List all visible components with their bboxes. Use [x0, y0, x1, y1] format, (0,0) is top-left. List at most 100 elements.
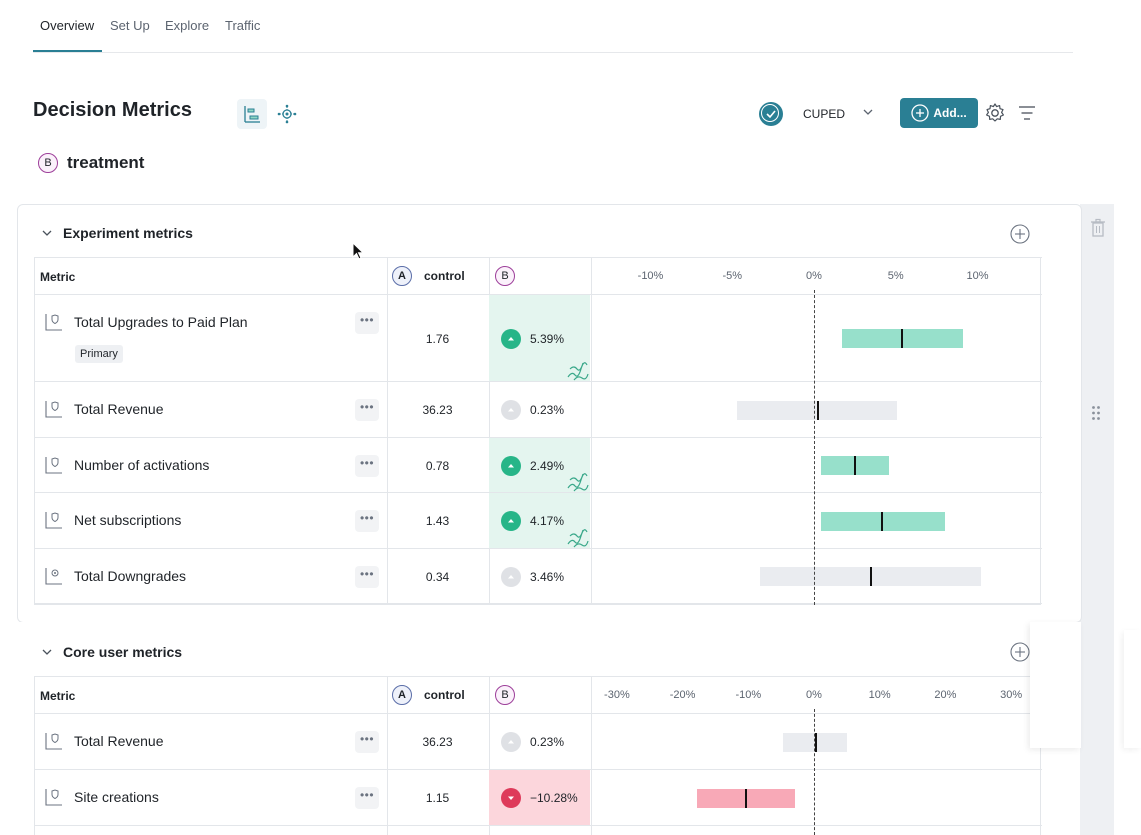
metric-name[interactable]: Total Downgrades — [74, 567, 187, 584]
tab-traffic[interactable]: Traffic — [225, 18, 261, 33]
zero-reference-line — [814, 290, 815, 605]
control-value: 1.76 — [425, 331, 450, 346]
metric-name[interactable]: Total Revenue — [74, 733, 164, 749]
point-estimate-marker — [745, 788, 748, 808]
drag-handle-icon[interactable] — [1091, 405, 1101, 421]
add-metric-button[interactable]: Add... — [900, 98, 978, 128]
significance-pattern-icon — [567, 529, 589, 548]
treatment-column-header: B — [495, 685, 515, 705]
axis-tick-label: 30% — [1000, 689, 1023, 701]
arrow-up-icon — [508, 519, 514, 523]
chevron-down-icon — [42, 230, 52, 236]
metric-name[interactable]: Total Upgrades to Paid Plan — [74, 314, 248, 330]
control-column-header: A control — [392, 266, 465, 286]
metric-shield-icon — [45, 512, 62, 529]
trash-icon[interactable] — [1089, 218, 1107, 238]
row-menu-button[interactable]: ••• — [355, 731, 379, 753]
check-icon — [766, 110, 776, 119]
control-value: 36.23 — [422, 735, 453, 749]
metric-shield-icon — [45, 401, 62, 418]
mouse-cursor-icon — [352, 242, 365, 260]
treatment-badge: B — [495, 266, 515, 286]
popover-fragment — [1030, 622, 1081, 748]
table-row[interactable]: Site creations ••• 1.15 −10.28% — [35, 770, 1042, 826]
arrow-up-icon — [508, 463, 514, 467]
axis-tick-label: -30% — [604, 689, 630, 701]
point-estimate-marker — [869, 567, 872, 586]
neutral-arrow-icon — [508, 408, 514, 412]
axis-tick-label: -5% — [722, 270, 743, 282]
control-label: control — [424, 269, 465, 283]
control-badge: A — [392, 685, 412, 705]
treatment-value: 5.39% — [530, 331, 565, 346]
axis-tick-label: 10% — [868, 689, 891, 701]
gear-icon[interactable] — [984, 102, 1006, 124]
point-estimate-marker — [814, 732, 817, 752]
add-button-label: Add... — [933, 106, 967, 120]
network-view-icon — [277, 104, 297, 124]
treatment-value: 0.23% — [530, 403, 565, 417]
chevron-down-icon[interactable] — [862, 106, 874, 118]
change-indicator — [501, 566, 521, 587]
treatment-cell: 4.17% — [489, 493, 590, 548]
axis-tick-label: -10% — [637, 270, 664, 282]
row-menu-button[interactable]: ••• — [355, 787, 379, 809]
table-row[interactable]: Total Downgrades ••• 0.34 3.46% — [35, 549, 1042, 604]
tab-explore[interactable]: Explore — [165, 18, 210, 33]
tab-setup[interactable]: Set Up — [110, 18, 150, 33]
treatment-cell: 2.49% — [489, 438, 590, 492]
cuped-toggle[interactable] — [759, 102, 783, 126]
top-tabs: Overview Set Up Explore Traffic — [33, 0, 1073, 53]
metric-column-header: Metric — [40, 689, 76, 703]
metric-name[interactable]: Number of activations — [74, 456, 210, 473]
significance-pattern-icon — [567, 473, 589, 492]
experiment-metrics-header[interactable]: Experiment metrics — [41, 225, 193, 241]
tab-overview[interactable]: Overview — [40, 18, 95, 33]
treatment-cell: 5.39% — [489, 295, 590, 381]
right-rail — [1080, 204, 1114, 835]
row-menu-button[interactable]: ••• — [355, 312, 379, 334]
popover-fragment — [1124, 630, 1141, 748]
active-tab-indicator — [33, 50, 102, 52]
core-user-metrics-header[interactable]: Core user metrics — [41, 644, 182, 660]
experiment-metrics-table: Metric A control B -10% -5% 0% 5% 10% Total … — [34, 257, 1042, 605]
column-divider — [387, 257, 388, 605]
variant-badge: B — [38, 153, 58, 173]
metric-name[interactable]: Total Revenue — [74, 401, 164, 417]
table-row[interactable]: Total Revenue ••• 36.23 0.23% — [35, 714, 1042, 770]
table-header: Metric A control B -30% -20% -10% 0% 10% 20% 3… — [35, 676, 1042, 714]
table-row[interactable]: Total Upgrades to Paid Plan Primary ••• 1.7… — [35, 295, 1042, 382]
filter-lines-icon[interactable] — [1018, 104, 1036, 122]
row-menu-button[interactable]: ••• — [355, 510, 379, 532]
page-title: Decision Metrics — [33, 99, 192, 121]
chevron-down-icon — [42, 649, 52, 655]
treatment-cell: 3.46% — [489, 549, 590, 603]
table-row[interactable]: Number of activations ••• 0.78 2.49% — [35, 438, 1042, 493]
axis-tick-label: 10% — [966, 270, 989, 282]
variant-header: B treatment — [38, 153, 144, 173]
treatment-value: 2.49% — [530, 458, 565, 473]
treatment-value: 3.46% — [530, 569, 565, 584]
experiment-metrics-card — [17, 204, 1082, 623]
row-menu-button[interactable]: ••• — [355, 399, 379, 421]
row-menu-button[interactable]: ••• — [355, 565, 379, 588]
metric-shield-icon — [45, 733, 62, 750]
cuped-label[interactable]: CUPED — [803, 107, 846, 121]
metric-column-header: Metric — [40, 270, 76, 284]
table-row[interactable]: Total Revenue ••• 36.23 0.23% — [35, 382, 1042, 438]
metric-name[interactable]: Net subscriptions — [74, 512, 182, 528]
add-circle-icon[interactable] — [1010, 642, 1030, 662]
metric-name[interactable]: Site creations — [74, 789, 159, 805]
table-view-icon — [244, 106, 260, 123]
section-title: Core user metrics — [63, 644, 183, 660]
column-divider — [489, 257, 490, 605]
control-value: 1.15 — [425, 791, 450, 805]
row-menu-button[interactable]: ••• — [355, 454, 379, 477]
table-row[interactable]: Net subscriptions ••• 1.43 4.17% — [35, 493, 1042, 549]
change-indicator — [501, 511, 521, 531]
add-circle-icon[interactable] — [1010, 224, 1030, 244]
graph-view-button[interactable] — [272, 99, 302, 129]
table-view-button[interactable] — [237, 99, 267, 129]
treatment-cell: 0.23% — [489, 714, 590, 769]
metric-shield-icon — [45, 314, 62, 331]
